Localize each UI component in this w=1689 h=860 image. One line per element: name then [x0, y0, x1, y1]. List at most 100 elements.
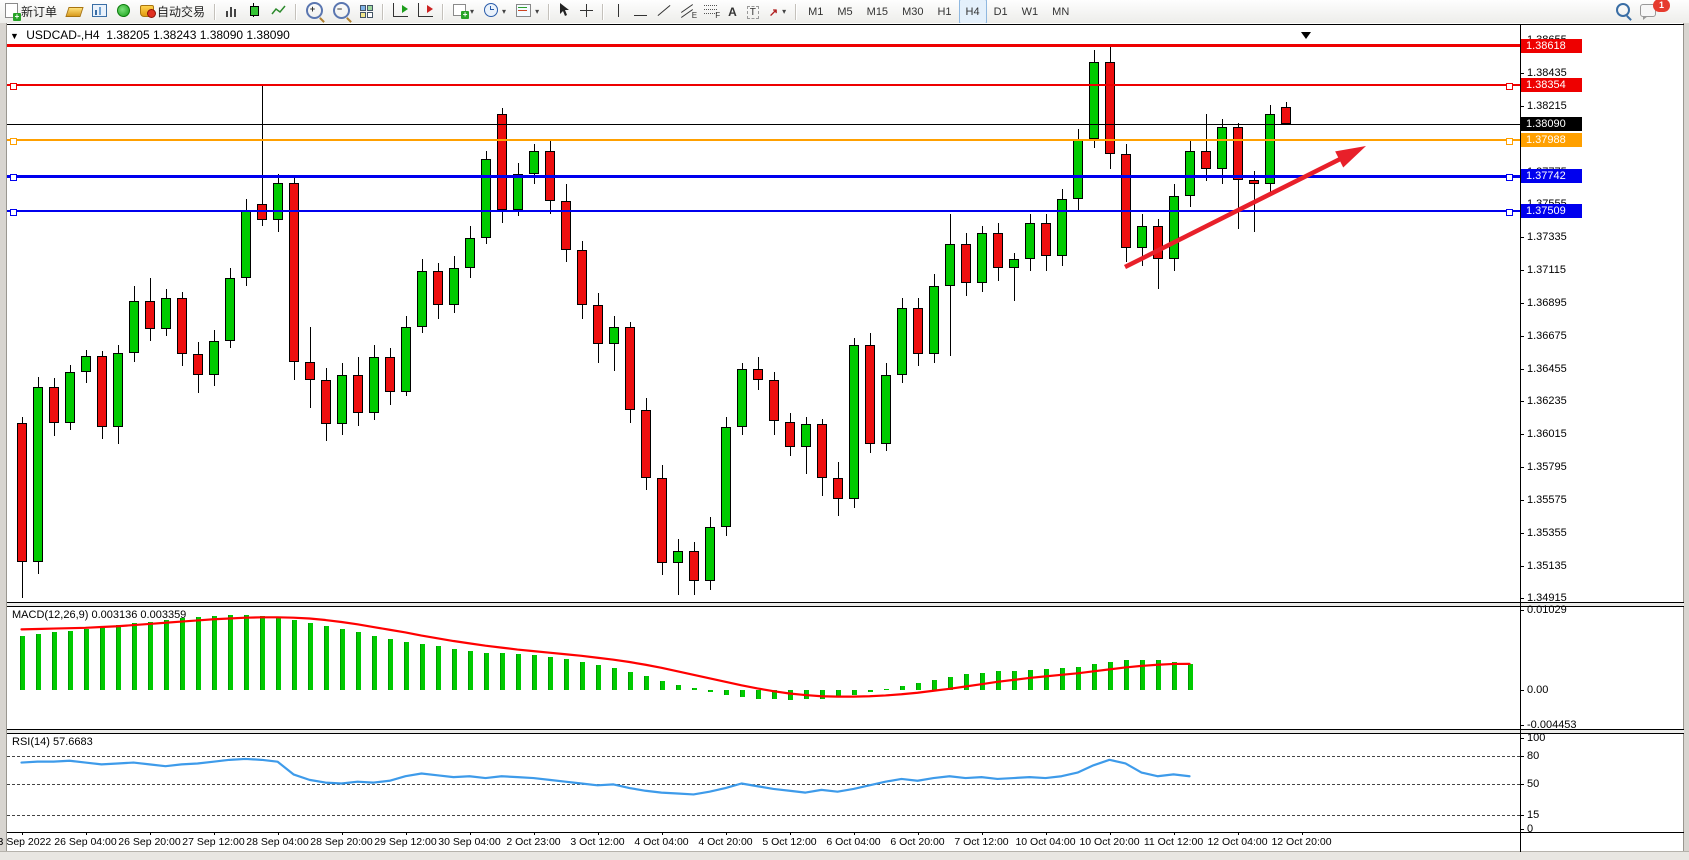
- candle: [1184, 151, 1195, 197]
- chart-window[interactable]: ▼ USDCAD-,H4 1.38205 1.38243 1.38090 1.3…: [0, 23, 1689, 860]
- candle: [416, 270, 427, 328]
- time-tick-mark: [85, 832, 87, 835]
- toolbar-horizontal-line-button[interactable]: [629, 0, 652, 23]
- line-handle[interactable]: [1506, 174, 1513, 182]
- macd-tick-label: 0.01029: [1527, 604, 1567, 616]
- candle: [160, 297, 171, 329]
- toolbar-zoom-in-button[interactable]: +: [301, 0, 328, 23]
- chart-title: ▼ USDCAD-,H4 1.38205 1.38243 1.38090 1.3…: [10, 28, 290, 42]
- candle: [576, 249, 587, 306]
- candle: [1104, 61, 1115, 155]
- panel-splitter-2[interactable]: [7, 730, 1684, 733]
- bar-chart-icon: [225, 4, 238, 20]
- toolbar-auto-scroll-button[interactable]: [388, 0, 413, 23]
- chart-shift-marker[interactable]: [1301, 32, 1311, 39]
- line-handle[interactable]: [10, 209, 17, 217]
- toolbar-new-order-button[interactable]: + 新订单: [0, 0, 62, 23]
- toolbar-cursor-button[interactable]: [554, 0, 575, 23]
- line-handle[interactable]: [10, 83, 17, 91]
- candle: [752, 369, 763, 380]
- price-tick-mark: [1520, 532, 1524, 534]
- price-line[interactable]: [7, 83, 1520, 87]
- timeframe-mn-button[interactable]: MN: [1052, 5, 1070, 18]
- macd-histogram-bar: [755, 690, 761, 699]
- toolbar-chat-button[interactable]: 1: [1635, 0, 1681, 23]
- rsi-tick-mark: [1520, 756, 1524, 758]
- line-handle[interactable]: [1506, 137, 1513, 145]
- toolbar-auto-trading-button[interactable]: 自动交易: [135, 0, 210, 23]
- price-tick-label: 1.35575: [1527, 493, 1567, 506]
- macd-histogram-bar: [867, 690, 873, 693]
- toolbar-separator: [214, 3, 217, 20]
- time-tick-mark: [469, 832, 471, 835]
- toolbar-equidistant-channel-button[interactable]: E: [675, 0, 699, 23]
- toolbar-trendline-button[interactable]: [652, 0, 675, 23]
- candle: [864, 345, 875, 444]
- rsi-tick-label: 15: [1527, 809, 1540, 822]
- toolbar-text-button[interactable]: A: [723, 0, 742, 23]
- text-icon: A: [728, 4, 737, 19]
- toolbar-market-watch-button[interactable]: [87, 0, 112, 23]
- trend-arrow-annotation[interactable]: [0, 23, 1689, 860]
- time-tick-label: 10 Oct 04:00: [1015, 836, 1076, 848]
- auto-trade-icon: [140, 3, 157, 20]
- toolbar-separator: [602, 3, 605, 20]
- time-tick-mark: [1237, 832, 1239, 835]
- chevron-down-icon: ▾: [782, 7, 787, 16]
- candle: [672, 551, 683, 564]
- toolbar-separator: [382, 3, 385, 20]
- line-handle[interactable]: [10, 174, 17, 182]
- timeframe-h4-button[interactable]: H4: [958, 0, 987, 24]
- toolbar-deposit-button[interactable]: [62, 0, 87, 23]
- toolbar-templates-button[interactable]: ▾: [511, 0, 544, 23]
- timeframe-m5-button[interactable]: M5: [837, 5, 853, 18]
- price-tick-label: 1.36675: [1527, 329, 1567, 342]
- toolbar-text-label-button[interactable]: T: [742, 0, 764, 23]
- toolbar-tile-windows-button[interactable]: [355, 0, 378, 23]
- price-line[interactable]: [7, 210, 1520, 213]
- macd-histogram-bar: [1043, 669, 1049, 690]
- toolbar-new-chart-button[interactable]: + ▾: [448, 0, 479, 23]
- timeframe-w1-button[interactable]: W1: [1021, 5, 1039, 18]
- toolbar-chart-shift-button[interactable]: [413, 0, 438, 23]
- hline-icon: [634, 5, 648, 19]
- chevron-down-icon[interactable]: ▼: [10, 31, 19, 41]
- macd-histogram-bar: [323, 626, 329, 690]
- line-handle[interactable]: [1506, 209, 1513, 217]
- price-tick-mark: [1520, 368, 1524, 370]
- toolbar-vertical-line-button[interactable]: [608, 0, 629, 23]
- toolbar-periods-button[interactable]: ▾: [479, 0, 511, 23]
- candle: [1024, 223, 1035, 259]
- candle: [880, 375, 891, 444]
- candle: [976, 233, 987, 283]
- toolbar-candle-chart-button[interactable]: [243, 0, 266, 23]
- macd-signal-line: [20, 616, 1191, 698]
- toolbar-zoom-out-button[interactable]: −: [328, 0, 355, 23]
- toolbar-search-button[interactable]: [1611, 0, 1635, 23]
- candle: [848, 345, 859, 500]
- candle: [800, 424, 811, 447]
- toolbar-arrows-button[interactable]: ↗ ▾: [764, 0, 791, 23]
- toolbar-fibonacci-button[interactable]: F: [699, 0, 723, 23]
- toolbar-line-chart-button[interactable]: [266, 0, 291, 23]
- price-tick-mark: [1520, 237, 1524, 239]
- timeframe-m1-button[interactable]: M1: [808, 5, 824, 18]
- toolbar-bar-chart-button[interactable]: [220, 0, 243, 23]
- vline-icon: [613, 3, 624, 20]
- macd-histogram-bar: [547, 656, 553, 690]
- timeframe-m30-button[interactable]: M30: [902, 5, 924, 18]
- price-line[interactable]: [7, 123, 1520, 126]
- timeframe-d1-button[interactable]: D1: [993, 5, 1008, 18]
- rsi-level-line: [7, 756, 1520, 758]
- toolbar-signals-button[interactable]: [112, 0, 135, 23]
- toolbar-crosshair-button[interactable]: [575, 0, 598, 23]
- macd-histogram-bar: [899, 686, 905, 690]
- line-handle[interactable]: [10, 137, 17, 145]
- timeframe-m15-button[interactable]: M15: [866, 5, 889, 18]
- line-handle[interactable]: [1506, 83, 1513, 91]
- timeframe-h1-button[interactable]: H1: [937, 5, 952, 18]
- price-line[interactable]: [7, 44, 1520, 47]
- price-line[interactable]: [7, 175, 1520, 178]
- price-line[interactable]: [7, 138, 1520, 141]
- panel-splitter-1[interactable]: [7, 603, 1684, 606]
